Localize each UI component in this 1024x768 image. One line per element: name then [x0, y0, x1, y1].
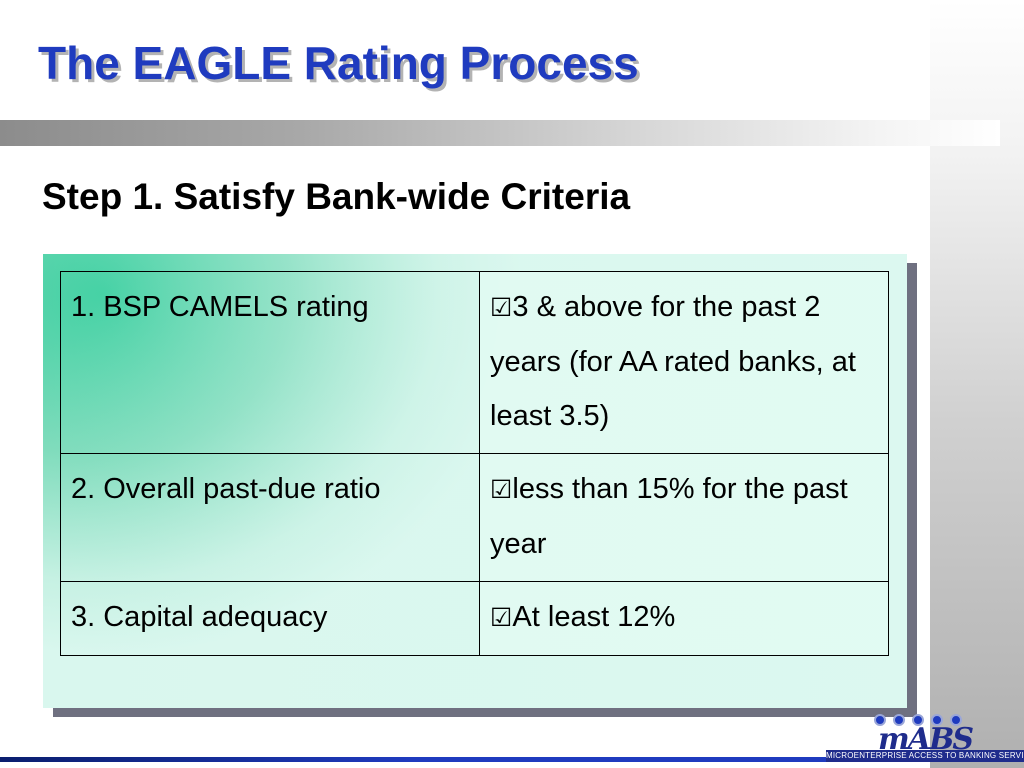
- logo-circles-icon: [874, 714, 962, 726]
- footer-line: [0, 757, 826, 762]
- logo-tagline: MICROENTERPRISE ACCESS TO BANKING SERVIC…: [826, 750, 1024, 762]
- slide-subtitle: Step 1. Satisfy Bank-wide Criteria: [42, 176, 631, 217]
- side-gradient-bar: [930, 0, 1024, 768]
- slide-title: The EAGLE Rating Process: [38, 37, 639, 89]
- requirement-text: less than 15% for the past year: [490, 473, 848, 560]
- criterion-name: 1. BSP CAMELS rating: [60, 271, 480, 454]
- criterion-requirement: ☑3 & above for the past 2 years (for AA …: [479, 271, 889, 454]
- requirement-text: 3 & above for the past 2 years (for AA r…: [490, 291, 856, 432]
- criterion-requirement: ☑At least 12%: [479, 581, 889, 656]
- table-row: 1. BSP CAMELS rating ☑3 & above for the …: [60, 271, 889, 454]
- checkbox-checked-icon: ☑: [490, 293, 513, 322]
- logo-wordmark: mABS: [877, 722, 974, 757]
- criteria-table: 1. BSP CAMELS rating ☑3 & above for the …: [60, 271, 889, 656]
- table-row: 2. Overall past-due ratio ☑less than 15%…: [60, 453, 889, 582]
- criterion-name: 3. Capital adequacy: [60, 581, 480, 656]
- criterion-name: 2. Overall past-due ratio: [60, 453, 480, 582]
- checkbox-checked-icon: ☑: [490, 603, 513, 632]
- table-row: 3. Capital adequacy ☑At least 12%: [60, 581, 889, 656]
- mabs-logo: mABS MICROENTERPRISE ACCESS TO BANKING S…: [826, 714, 1024, 762]
- checkbox-checked-icon: ☑: [490, 475, 513, 504]
- title-underline-bar: [0, 120, 1000, 146]
- criterion-requirement: ☑less than 15% for the past year: [479, 453, 889, 582]
- requirement-text: At least 12%: [512, 601, 676, 633]
